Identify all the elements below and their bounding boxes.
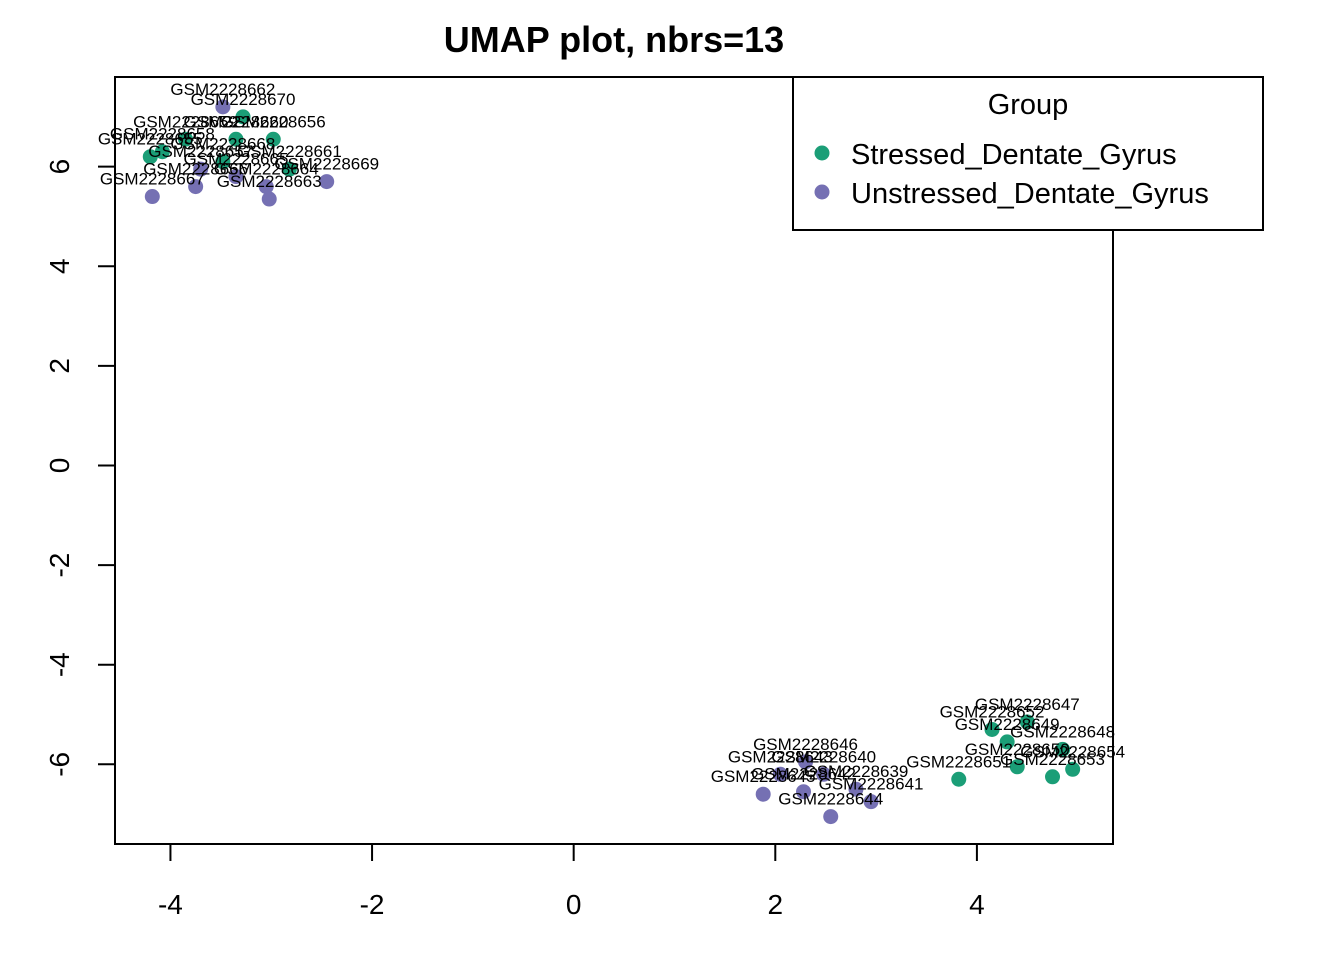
data-point [1045, 769, 1061, 785]
point-label: GSM2228650 [965, 740, 1070, 759]
x-tick-label: -4 [158, 889, 183, 920]
point-label: GSM2228657 [148, 142, 253, 161]
point-label: GSM2228659 [133, 112, 238, 131]
data-point [265, 131, 281, 147]
data-point [863, 794, 879, 810]
point-label: GSM2228642 [751, 765, 856, 784]
point-label: GSM2228658 [110, 125, 215, 144]
data-point [235, 109, 251, 125]
data-point [1065, 761, 1081, 777]
data-point [193, 161, 209, 177]
point-label: GSM2228660 [184, 112, 289, 131]
point-label: GSM2228640 [771, 747, 876, 766]
y-tick-label: -6 [44, 752, 75, 777]
data-point [178, 131, 194, 147]
data-point [1019, 714, 1035, 730]
legend-box [792, 76, 1264, 231]
point-label: GSM2228665 [184, 150, 289, 169]
point-label: GSM2228647 [975, 695, 1080, 714]
point-label: GSM2228666 [143, 160, 248, 179]
chart-title: UMAP plot, nbrs=13 [444, 19, 784, 60]
data-point [142, 149, 158, 165]
y-tick-label: 4 [44, 258, 75, 274]
y-tick-label: 2 [44, 358, 75, 374]
point-label: GSM2228651 [906, 752, 1011, 771]
y-tick-label: -2 [44, 553, 75, 578]
point-label: GSM2228656 [221, 112, 326, 131]
point-label: GSM2228667 [100, 170, 205, 189]
data-point [258, 179, 274, 195]
data-point [796, 784, 812, 800]
point-label: GSM2228649 [955, 715, 1060, 734]
data-point [999, 734, 1015, 750]
y-tick-label: 6 [44, 159, 75, 175]
point-label: GSM2228655 [98, 130, 203, 149]
data-point [144, 189, 160, 205]
data-point [215, 99, 231, 115]
point-label: GSM2228645 [711, 767, 816, 786]
legend-marker-unstressed [814, 184, 830, 200]
point-label: GSM2228668 [170, 135, 275, 154]
x-tick-label: -2 [360, 889, 385, 920]
legend-title: Group [988, 89, 1069, 121]
data-point [1055, 741, 1071, 757]
point-label: GSM2228654 [1020, 742, 1125, 761]
data-point [215, 154, 231, 170]
point-label: GSM2228648 [1010, 722, 1115, 741]
x-tick-label: 4 [969, 889, 985, 920]
point-label: GSM2228662 [170, 80, 275, 99]
legend-label-stressed: Stressed_Dentate_Gyrus [851, 139, 1177, 171]
data-point [261, 191, 277, 207]
data-point [228, 169, 244, 185]
data-point [1009, 759, 1025, 775]
data-point [816, 766, 832, 782]
point-labels: GSM2228670 GSM2228659GSM2228660GSM2228656… [98, 80, 1125, 809]
data-point [951, 771, 967, 787]
point-label: GSM2228653 [1000, 750, 1105, 769]
data-point [772, 766, 788, 782]
point-label: GSM2228641 [819, 775, 924, 794]
data-point [154, 144, 170, 160]
point-label: GSM2228664 [214, 160, 319, 179]
point-label: GSM2228669 [274, 155, 379, 174]
legend-marker-stressed [814, 145, 830, 161]
data-point [984, 721, 1000, 737]
x-axis: -4 -2 0 2 4 [158, 843, 985, 920]
legend-label-unstressed: Unstressed_Dentate_Gyrus [851, 178, 1209, 210]
data-point [228, 131, 244, 147]
data-point [755, 786, 771, 802]
point-label: GSM2228661 [237, 142, 342, 161]
point-label: GSM2228670 [191, 90, 296, 109]
x-tick-label: 0 [566, 889, 582, 920]
data-point [823, 809, 839, 825]
data-points [142, 99, 1081, 825]
point-label: GSM2228639 [803, 762, 908, 781]
data-point [188, 179, 204, 195]
data-point [798, 754, 814, 770]
x-tick-label: 2 [768, 889, 784, 920]
point-label: GSM2228663 [217, 172, 322, 191]
point-label: GSM2228646 [753, 735, 858, 754]
data-point [281, 161, 297, 177]
point-label: GSM2228643 [728, 747, 833, 766]
point-label: GSM2228644 [778, 790, 883, 809]
data-point [319, 174, 335, 190]
y-axis: -6 -4 -2 0 2 4 6 [44, 159, 116, 777]
y-tick-label: 0 [44, 458, 75, 474]
data-point [848, 781, 864, 797]
point-label: GSM2228652 [940, 702, 1045, 721]
legend: Group Stressed_Dentate_Gyrus Unstressed_… [792, 76, 1264, 231]
y-tick-label: -4 [44, 652, 75, 677]
